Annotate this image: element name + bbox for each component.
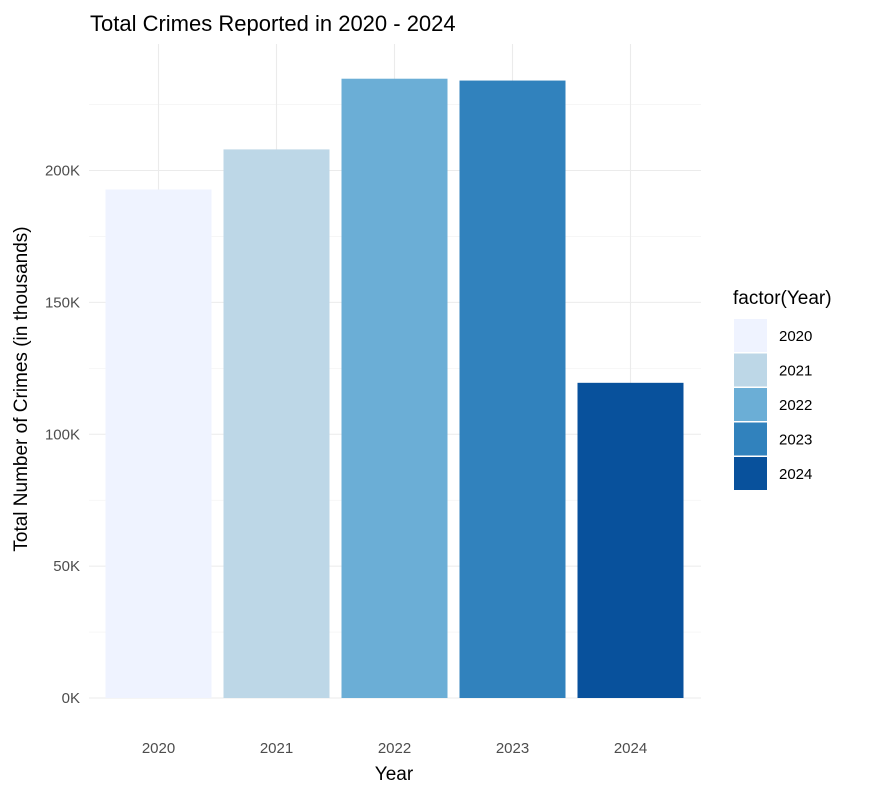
legend: factor(Year) 2020 2021 2022 2023 2024: [733, 288, 832, 490]
x-tick-label: 2023: [496, 740, 529, 757]
bar-2020: [105, 189, 212, 699]
x-tick-label: 2021: [260, 740, 293, 757]
legend-key-2024: [734, 457, 767, 490]
x-tick-label: 2022: [378, 740, 411, 757]
legend-label-2021: 2021: [779, 363, 812, 380]
x-tick-label: 2024: [614, 740, 647, 757]
legend-label-2022: 2022: [779, 397, 812, 414]
y-axis-title: Total Number of Crimes (in thousands): [11, 226, 32, 551]
x-axis-ticks: 2020 2021 2022 2023 2024: [142, 740, 647, 757]
legend-title: factor(Year): [733, 288, 832, 309]
legend-label-2020: 2020: [779, 328, 812, 345]
bar-2021: [223, 149, 330, 698]
bar-2024: [577, 382, 684, 698]
legend-items: 2020 2021 2022 2023 2024: [734, 319, 812, 490]
bar-2022: [341, 78, 448, 699]
legend-key-2022: [734, 388, 767, 421]
chart-title: Total Crimes Reported in 2020 - 2024: [90, 11, 456, 36]
x-axis-title: Year: [375, 764, 414, 785]
y-tick-label: 200K: [45, 163, 80, 180]
y-axis-ticks: 0K 50K 100K 150K 200K: [45, 163, 80, 708]
y-tick-label: 100K: [45, 426, 80, 443]
legend-key-2021: [734, 353, 767, 387]
legend-key-2023: [734, 422, 767, 456]
x-tick-label: 2020: [142, 740, 175, 757]
bar-2023: [459, 80, 566, 698]
legend-key-2020: [734, 319, 767, 352]
bars: [105, 78, 684, 699]
y-tick-label: 50K: [53, 558, 80, 575]
y-tick-label: 0K: [62, 690, 80, 707]
legend-label-2024: 2024: [779, 466, 812, 483]
legend-label-2023: 2023: [779, 432, 812, 449]
y-tick-label: 150K: [45, 294, 80, 311]
